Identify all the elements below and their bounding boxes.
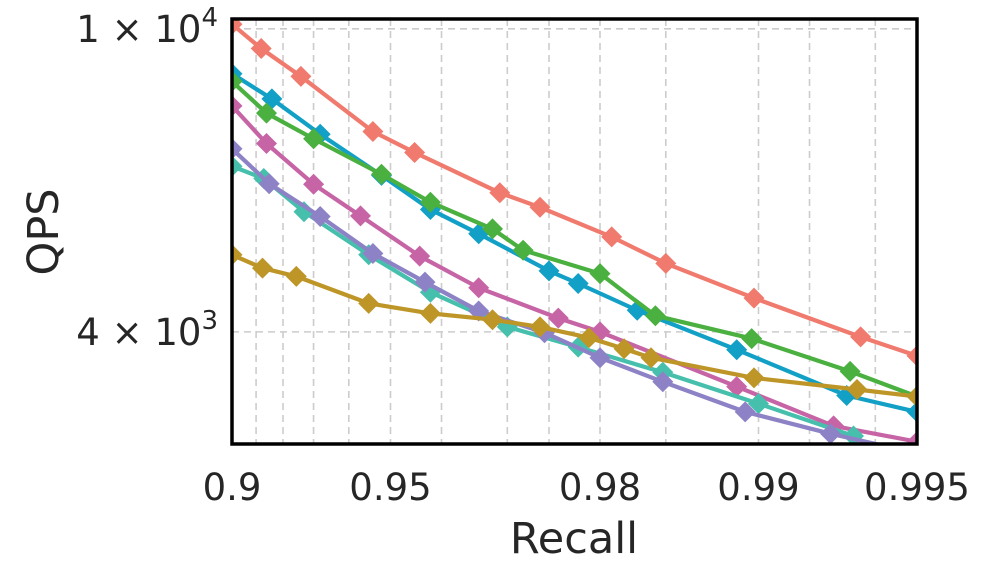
- data-point-marker: [589, 347, 611, 369]
- data-point-marker: [726, 376, 748, 398]
- data-point-marker: [655, 252, 677, 274]
- x-axis-title: Recall: [510, 514, 638, 564]
- x-tick-label: 0.99: [717, 466, 799, 509]
- data-point-marker: [303, 128, 325, 150]
- data-point-marker: [414, 271, 436, 293]
- data-point-marker: [512, 239, 534, 261]
- data-point-marker: [726, 339, 748, 361]
- y-tick-label-base: 4 × 10: [76, 311, 201, 354]
- data-point-marker: [358, 292, 380, 314]
- x-tick-labels: 0.9 0.95 0.98 0.99 0.995: [203, 466, 970, 509]
- data-point-marker: [652, 371, 674, 393]
- data-point-marker: [748, 393, 769, 415]
- data-point-marker: [468, 277, 490, 299]
- data-point-marker: [419, 191, 441, 213]
- data-point-marker: [482, 218, 503, 240]
- x-tick-label: 0.98: [559, 466, 641, 509]
- y-tick-label-exponent: 4: [201, 3, 218, 33]
- x-tick-label: 0.95: [349, 466, 431, 509]
- data-point-marker: [409, 245, 431, 267]
- data-point-marker: [578, 327, 600, 349]
- data-point-marker: [820, 423, 841, 444]
- data-point-marker: [839, 360, 861, 382]
- y-axis-title: QPS: [19, 188, 69, 275]
- data-point-marker: [404, 142, 426, 163]
- data-point-marker: [250, 38, 272, 59]
- series-group: [232, 19, 917, 444]
- data-point-marker: [644, 305, 666, 327]
- data-point-marker: [232, 138, 243, 160]
- data-point-marker: [419, 302, 441, 324]
- plot-frame: [230, 17, 919, 446]
- series-line: [232, 22, 917, 358]
- data-point-marker: [258, 173, 280, 195]
- data-point-marker: [362, 243, 384, 264]
- data-point-marker: [256, 102, 277, 124]
- x-tick-label: 0.9: [203, 466, 262, 509]
- data-point-marker: [906, 345, 917, 367]
- y-tick-label-base: 1 × 10: [76, 8, 201, 51]
- data-point-marker: [529, 316, 551, 338]
- data-point-marker: [547, 307, 569, 329]
- data-point-marker: [232, 70, 243, 92]
- data-point-marker: [232, 244, 243, 266]
- data-point-marker: [489, 182, 511, 204]
- data-point-marker: [850, 326, 872, 348]
- data-point-marker: [252, 257, 273, 279]
- data-point-marker: [613, 338, 635, 360]
- y-tick-label: 1 × 104: [76, 3, 218, 51]
- series-1: [232, 19, 917, 367]
- data-point-marker: [232, 19, 243, 35]
- data-point-marker: [743, 367, 765, 389]
- data-point-marker: [640, 347, 662, 369]
- data-point-marker: [290, 65, 312, 87]
- data-point-marker: [350, 205, 371, 227]
- series-7: [232, 244, 917, 407]
- x-tick-label: 0.995: [864, 466, 970, 509]
- series-4: [232, 95, 917, 444]
- series-line: [232, 71, 917, 414]
- data-point-marker: [589, 263, 611, 285]
- data-point-marker: [362, 121, 384, 142]
- y-tick-label-exponent: 3: [201, 306, 218, 336]
- data-point-marker: [371, 163, 392, 185]
- data-point-marker: [846, 379, 868, 400]
- data-point-marker: [906, 431, 917, 444]
- data-point-marker: [538, 260, 560, 282]
- data-point-marker: [285, 265, 307, 287]
- data-point-marker: [743, 287, 765, 309]
- data-point-marker: [309, 206, 331, 227]
- data-point-marker: [232, 95, 243, 117]
- data-point-marker: [232, 155, 243, 177]
- data-point-marker: [482, 309, 503, 331]
- data-point-marker: [734, 401, 756, 423]
- data-point-marker: [529, 196, 551, 218]
- series-3: [232, 70, 917, 407]
- y-tick-label: 4 × 103: [76, 306, 218, 354]
- data-point-marker: [256, 133, 277, 154]
- data-point-marker: [906, 386, 917, 407]
- data-point-marker: [741, 328, 763, 350]
- series-line: [232, 79, 917, 399]
- data-point-marker: [601, 226, 623, 248]
- data-point-marker: [293, 201, 315, 223]
- y-tick-labels: 1 × 104 4 × 103: [76, 3, 218, 354]
- data-point-marker: [303, 173, 325, 195]
- data-point-marker: [906, 401, 917, 423]
- data-point-marker: [567, 273, 589, 294]
